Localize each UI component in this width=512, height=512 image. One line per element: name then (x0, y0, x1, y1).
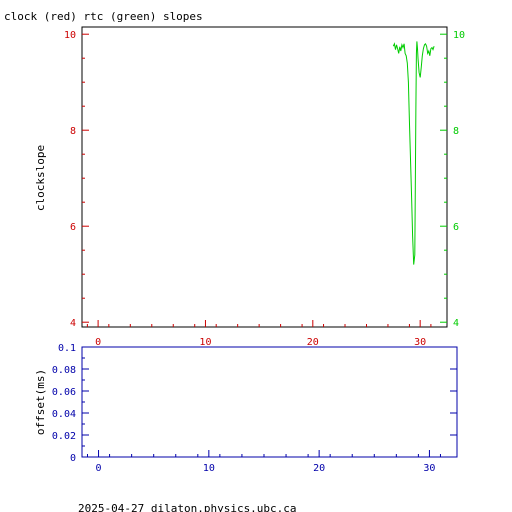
offset-y-tick-label: 0.1 (58, 343, 76, 354)
y-right-tick-label: 8 (453, 126, 459, 137)
offset-x-tick-label: 30 (423, 463, 435, 474)
offset-x-tick-label: 0 (96, 463, 102, 474)
x-tick-label: 10 (199, 337, 211, 348)
offset-y-tick-label: 0.08 (52, 365, 76, 376)
x-tick-label: 20 (307, 337, 319, 348)
offset-y-tick-label: 0.02 (52, 431, 76, 442)
clockslope-plot-frame (81, 26, 448, 328)
rtc-slope-series-line (392, 41, 435, 265)
offset-plot: 0 0.02 0.04 0.06 0.08 0.1 0 10 20 30 (52, 343, 458, 474)
x-tick-label: 0 (95, 337, 101, 348)
footer-host-date: 2025-04-27 dilaton.physics.ubc.ca (78, 502, 297, 512)
y-right-tick-label: 10 (453, 30, 465, 41)
clockslope-plot: 4 6 8 10 4 6 8 10 0 10 20 30 (64, 26, 465, 348)
x-tick-label: 30 (414, 337, 426, 348)
offset-axis-label: offset(ms) (34, 369, 47, 435)
y-left-tick-label: 4 (70, 318, 76, 329)
chart-title: clock (red) rtc (green) slopes (4, 10, 203, 23)
y-left-tick-label: 6 (70, 222, 76, 233)
offset-plot-frame (81, 346, 458, 458)
y-right-tick-label: 6 (453, 222, 459, 233)
y-left-tick-label: 10 (64, 30, 76, 41)
offset-x-tick-label: 20 (313, 463, 325, 474)
offset-y-tick-label: 0.06 (52, 387, 76, 398)
offset-y-tick-label: 0.04 (52, 409, 76, 420)
clockslope-axis-label: clockslope (34, 145, 47, 211)
y-right-tick-label: 4 (453, 318, 459, 329)
y-left-tick-label: 8 (70, 126, 76, 137)
offset-y-tick-label: 0 (70, 453, 76, 464)
offset-x-tick-label: 10 (203, 463, 215, 474)
